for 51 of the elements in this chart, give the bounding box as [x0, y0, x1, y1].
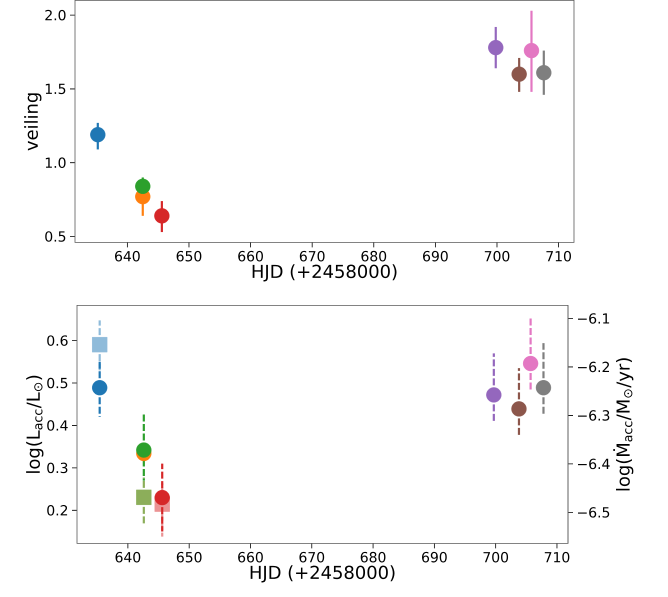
x-tick-label: 650	[176, 250, 202, 262]
x-tick-label: 640	[116, 552, 140, 562]
y-tick-label: 0.5	[47, 378, 68, 388]
point	[90, 126, 106, 142]
x-axis-title: HJD (+2458000)	[250, 565, 394, 582]
x-tick-label: 670	[299, 552, 324, 562]
point	[92, 336, 108, 352]
x-tick-label: 640	[115, 250, 140, 262]
y-tick-label: 1.5	[46, 84, 66, 94]
y2-tick-label: −6.2	[578, 361, 609, 372]
y2-tick-label: −6.4	[578, 458, 610, 469]
x-tick-label: 700	[484, 250, 510, 262]
y-tick-label: 2.0	[45, 10, 66, 20]
x-tick-label: 670	[300, 250, 325, 262]
y2-axis-title: log(Ṁ$_{acc}$/M$_{⊙}$/yr)	[613, 358, 634, 490]
x-tick-label: 650	[176, 552, 202, 562]
point	[536, 64, 552, 80]
x-axis-title: HJD (+2458000)	[252, 264, 396, 282]
x-tick-label: 680	[360, 552, 386, 562]
x-tick-label: 690	[422, 552, 447, 562]
x-tick-label: 660	[238, 552, 263, 562]
x-tick-label: 710	[546, 250, 571, 262]
y2-tick-label: −6.3	[578, 410, 610, 421]
x-tick-label: 700	[484, 552, 508, 562]
y-tick-label: 1.0	[46, 157, 66, 168]
point	[486, 387, 502, 402]
point	[154, 490, 170, 506]
point	[92, 380, 108, 396]
point	[135, 178, 150, 194]
point	[522, 356, 538, 371]
y-tick-label: 0.3	[47, 462, 68, 473]
y2-tick-label: −6.5	[578, 506, 610, 518]
point	[511, 66, 527, 82]
point	[154, 208, 170, 224]
point	[136, 442, 152, 458]
y-tick-label: 0.6	[47, 335, 68, 346]
x-tick-label: 710	[544, 552, 570, 562]
point	[536, 380, 552, 396]
y-tick-label: 0.5	[45, 231, 66, 242]
x-tick-label: 690	[423, 250, 448, 262]
point	[488, 40, 504, 56]
y-axis-title: log(L$_{acc}$/L$_{⊙}$)	[26, 376, 44, 473]
x-tick-label: 680	[361, 250, 386, 262]
point	[524, 42, 540, 58]
point	[136, 489, 152, 505]
point	[511, 401, 527, 416]
y-axis-title: veiling	[24, 93, 42, 150]
y2-tick-label: −6.1	[578, 313, 610, 324]
x-tick-label: 660	[238, 250, 263, 262]
y-tick-label: 0.2	[47, 504, 68, 516]
y-tick-label: 0.4	[47, 420, 68, 431]
